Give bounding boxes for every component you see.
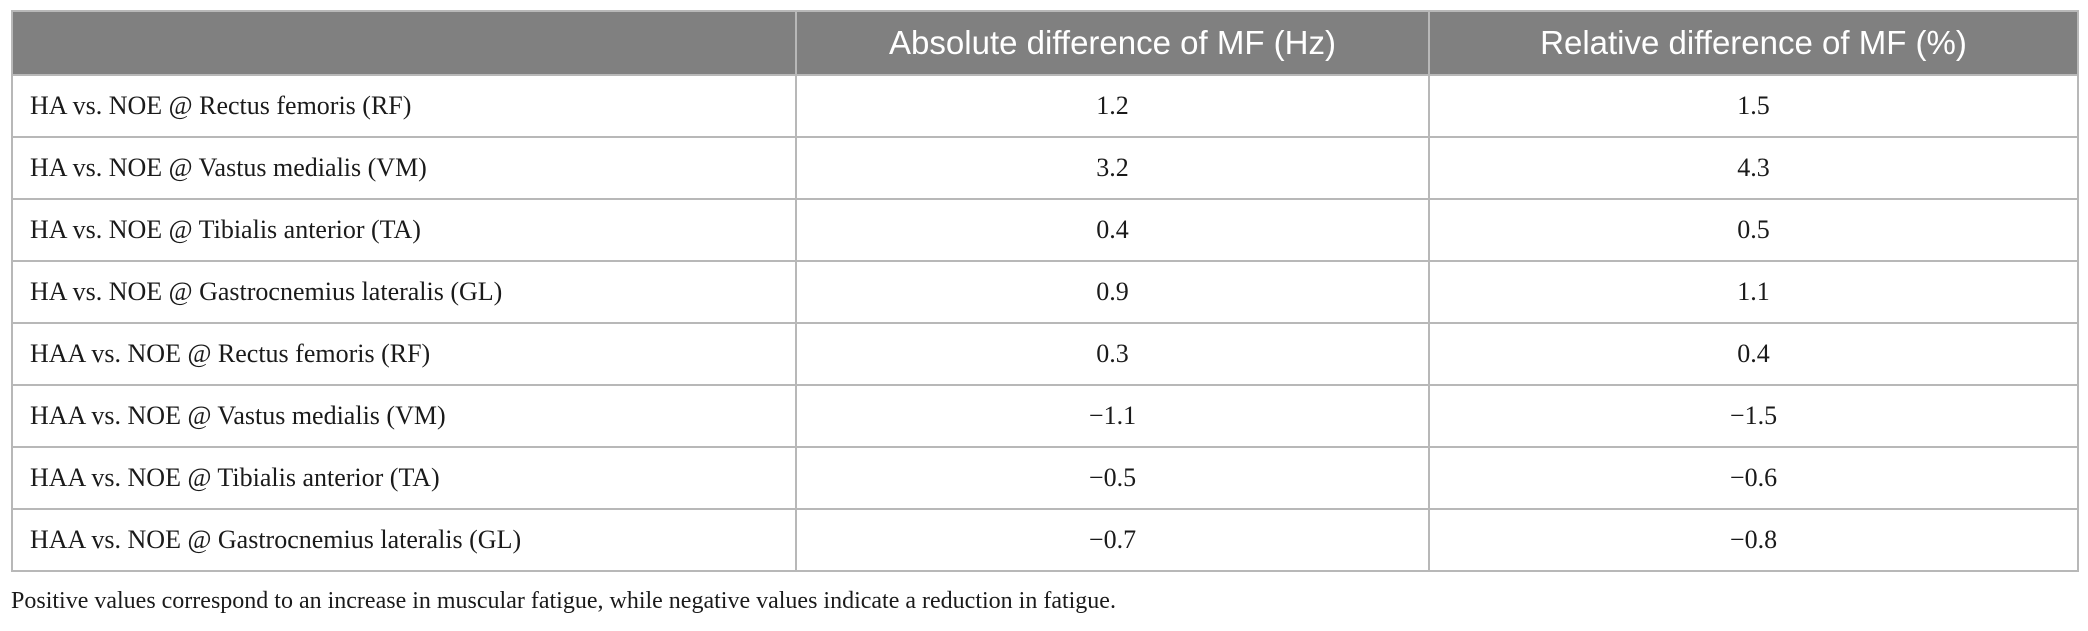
relative-difference-cell: 0.5: [1428, 198, 2079, 262]
absolute-difference-cell: 0.3: [795, 322, 1430, 386]
row-label-cell: HAA vs. NOE @ Rectus femoris (RF): [11, 322, 797, 386]
absolute-difference-cell: 1.2: [795, 74, 1430, 138]
row-label-cell: HA vs. NOE @ Gastrocnemius lateralis (GL…: [11, 260, 797, 324]
relative-difference-cell: −1.5: [1428, 384, 2079, 448]
table-header: Absolute difference of MF (Hz) Relative …: [11, 10, 2079, 76]
row-label-cell: HA vs. NOE @ Rectus femoris (RF): [11, 74, 797, 138]
header-cell-relative-difference: Relative difference of MF (%): [1428, 10, 2079, 76]
table-row: HA vs. NOE @ Tibialis anterior (TA) 0.4 …: [11, 198, 2079, 262]
header-cell-label: [11, 10, 797, 76]
table-row: HA vs. NOE @ Vastus medialis (VM) 3.2 4.…: [11, 136, 2079, 200]
relative-difference-cell: 1.1: [1428, 260, 2079, 324]
relative-difference-cell: −0.6: [1428, 446, 2079, 510]
relative-difference-cell: −0.8: [1428, 508, 2079, 572]
table-body: HA vs. NOE @ Rectus femoris (RF) 1.2 1.5…: [11, 74, 2079, 572]
row-label-cell: HAA vs. NOE @ Tibialis anterior (TA): [11, 446, 797, 510]
absolute-difference-cell: −0.7: [795, 508, 1430, 572]
table-footnote: Positive values correspond to an increas…: [11, 588, 1116, 614]
absolute-difference-cell: 0.9: [795, 260, 1430, 324]
data-table-container: Absolute difference of MF (Hz) Relative …: [11, 10, 2079, 572]
table-row: HA vs. NOE @ Rectus femoris (RF) 1.2 1.5: [11, 74, 2079, 138]
row-label-cell: HA vs. NOE @ Vastus medialis (VM): [11, 136, 797, 200]
header-row: Absolute difference of MF (Hz) Relative …: [11, 10, 2079, 76]
table-row: HA vs. NOE @ Gastrocnemius lateralis (GL…: [11, 260, 2079, 324]
row-label-cell: HAA vs. NOE @ Vastus medialis (VM): [11, 384, 797, 448]
absolute-difference-cell: −0.5: [795, 446, 1430, 510]
table-row: HAA vs. NOE @ Gastrocnemius lateralis (G…: [11, 508, 2079, 572]
absolute-difference-cell: 0.4: [795, 198, 1430, 262]
relative-difference-cell: 1.5: [1428, 74, 2079, 138]
table-row: HAA vs. NOE @ Tibialis anterior (TA) −0.…: [11, 446, 2079, 510]
mf-difference-table: Absolute difference of MF (Hz) Relative …: [11, 10, 2079, 572]
table-row: HAA vs. NOE @ Rectus femoris (RF) 0.3 0.…: [11, 322, 2079, 386]
row-label-cell: HAA vs. NOE @ Gastrocnemius lateralis (G…: [11, 508, 797, 572]
header-cell-absolute-difference: Absolute difference of MF (Hz): [795, 10, 1430, 76]
relative-difference-cell: 0.4: [1428, 322, 2079, 386]
row-label-cell: HA vs. NOE @ Tibialis anterior (TA): [11, 198, 797, 262]
table-row: HAA vs. NOE @ Vastus medialis (VM) −1.1 …: [11, 384, 2079, 448]
absolute-difference-cell: 3.2: [795, 136, 1430, 200]
relative-difference-cell: 4.3: [1428, 136, 2079, 200]
absolute-difference-cell: −1.1: [795, 384, 1430, 448]
